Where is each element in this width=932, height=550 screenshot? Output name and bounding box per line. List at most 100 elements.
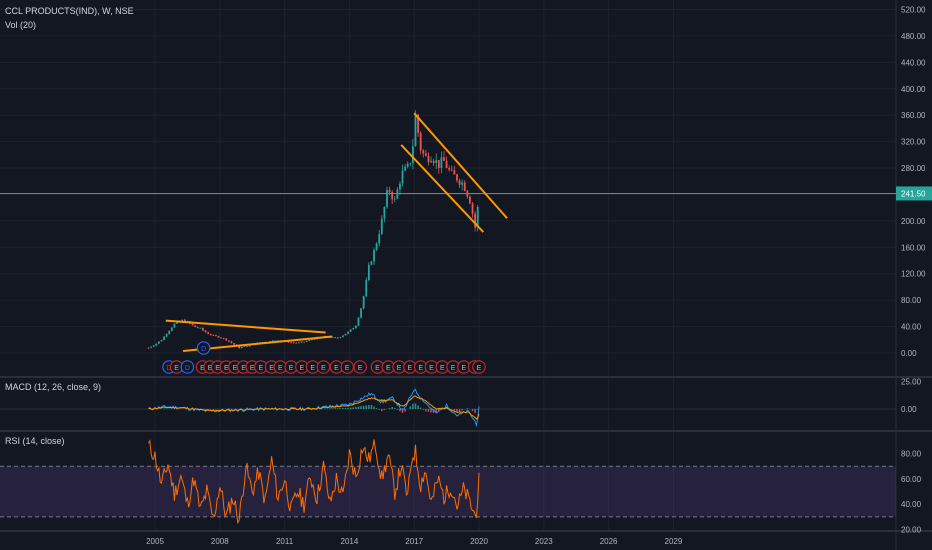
event-marker-label: E [224, 365, 229, 372]
macd-histogram-bar [349, 407, 352, 409]
price-tick-label: 40.00 [901, 323, 922, 332]
macd-pane[interactable] [0, 388, 896, 428]
macd-histogram-bar [207, 409, 209, 410]
macd-histogram-bar [427, 409, 430, 412]
macd-histogram-bar [435, 409, 438, 414]
candle-body [342, 335, 344, 338]
dividend-marker[interactable] [180, 360, 195, 374]
time-tick-label: 2029 [665, 537, 683, 546]
macd-histogram-bar [326, 408, 329, 409]
candle-body [199, 327, 202, 329]
last-price-tag [896, 186, 932, 201]
earnings-marker[interactable] [353, 360, 367, 374]
macd-tick-label: 0.00 [901, 405, 917, 414]
candle-body [373, 249, 375, 262]
candle-body [230, 341, 233, 344]
price-tick-label: 0.00 [901, 349, 917, 358]
macd-histogram-bar [466, 408, 469, 409]
macd-histogram-bar [409, 406, 412, 409]
event-marker-label: D [167, 365, 172, 372]
volume-legend[interactable]: Vol (20) [5, 20, 37, 30]
rsi-tick-label: 60.00 [901, 475, 922, 484]
candle-body [414, 114, 417, 147]
earnings-marker[interactable] [472, 360, 486, 374]
candle-body [222, 338, 225, 339]
rsi-legend[interactable]: RSI (14, close) [5, 436, 65, 446]
candle-body [453, 170, 456, 175]
event-marker-label: E [429, 365, 434, 372]
candle-body [469, 196, 471, 204]
rsi-tick-label: 20.00 [901, 525, 922, 534]
candle-body [191, 323, 194, 326]
time-tick-label: 2011 [276, 537, 294, 546]
candle-body [290, 342, 292, 344]
event-marker-label: E [250, 365, 255, 372]
macd-histogram-bar [476, 409, 479, 410]
candle-body [412, 146, 414, 164]
candle-body [354, 325, 357, 329]
macd-histogram-bar [414, 403, 417, 409]
macd-histogram-bar [329, 408, 331, 409]
price-tick-label: 80.00 [901, 296, 922, 305]
candle-body [204, 330, 207, 333]
trendline[interactable] [165, 319, 326, 334]
candle-body [357, 317, 360, 326]
event-marker-label: E [477, 365, 482, 372]
trendline[interactable] [413, 112, 508, 219]
candle-body [170, 327, 173, 331]
price-tick-label: 480.00 [901, 32, 926, 41]
candle-body [367, 264, 370, 280]
macd-histogram-bar [401, 409, 404, 413]
macd-histogram-bar [422, 409, 425, 410]
macd-histogram-bar [344, 407, 347, 409]
candle-body [217, 336, 220, 338]
event-marker-label: E [233, 365, 238, 372]
candle-body [399, 183, 401, 190]
price-tick-label: 200.00 [901, 217, 926, 226]
event-marker-label: E [345, 365, 350, 372]
symbol-title[interactable]: CCL PRODUCTS(IND), W, NSE [5, 6, 134, 16]
rsi-pane[interactable] [0, 439, 896, 525]
dividend-marker[interactable] [196, 341, 211, 355]
macd-histogram-bar [396, 409, 399, 410]
candle-body [220, 337, 222, 339]
candle-body [150, 346, 153, 348]
price-tick-label: 440.00 [901, 58, 926, 67]
macd-histogram-bar [393, 408, 396, 409]
candle-body [336, 337, 339, 339]
event-markers[interactable]: DEDEEEEEEEEEEEEEEEEEEEEEEEEEEEED [162, 341, 486, 374]
macd-histogram-bar [378, 409, 381, 410]
candle-body [147, 347, 150, 349]
event-marker-label: E [358, 365, 363, 372]
macd-histogram-bar [453, 409, 456, 411]
candle-body [380, 218, 383, 234]
price-tick-label: 320.00 [901, 138, 926, 147]
candle-body [155, 343, 158, 346]
macd-histogram-bar [209, 409, 212, 410]
candle-body [409, 163, 412, 164]
macd-histogram-bar [388, 408, 391, 409]
trendline[interactable] [400, 144, 485, 233]
macd-histogram-bar [373, 406, 375, 409]
candle-body [474, 213, 477, 228]
price-axis[interactable]: 520.00 480.00 440.00 400.00 360.00 320.00 280.… [896, 5, 932, 534]
macd-histogram-bar [461, 409, 463, 411]
candle-body [295, 342, 298, 344]
macd-legend[interactable]: MACD (12, 26, close, 9) [5, 382, 102, 392]
event-marker-label: E [310, 365, 315, 372]
time-axis[interactable]: 2005 2008 2011 2014 2017 2020 2023 2026 2029 [146, 537, 683, 546]
macd-histogram-bar [419, 407, 422, 409]
candle-body [419, 132, 422, 151]
candle-body [365, 279, 368, 297]
macd-histogram-bar [412, 403, 414, 409]
candle-body [272, 340, 274, 342]
macd-histogram-bar [342, 408, 344, 409]
candle-body [476, 206, 479, 228]
candle-body [422, 150, 425, 154]
candle-body [432, 160, 435, 163]
candle-body [378, 233, 381, 244]
price-tick-label: 120.00 [901, 270, 926, 279]
candle-body [388, 190, 391, 193]
price-pane[interactable] [0, 110, 896, 353]
